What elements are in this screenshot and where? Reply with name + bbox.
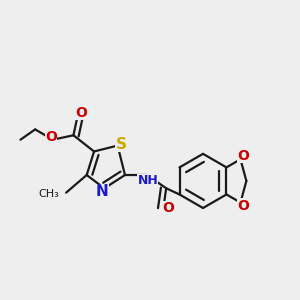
Text: CH₃: CH₃ (38, 189, 59, 199)
Text: O: O (238, 149, 249, 163)
Text: S: S (116, 137, 127, 152)
Text: O: O (45, 130, 57, 144)
Text: NH: NH (138, 174, 158, 187)
Text: O: O (75, 106, 87, 120)
Text: O: O (238, 199, 249, 212)
Text: N: N (96, 184, 108, 199)
Text: O: O (163, 201, 175, 215)
